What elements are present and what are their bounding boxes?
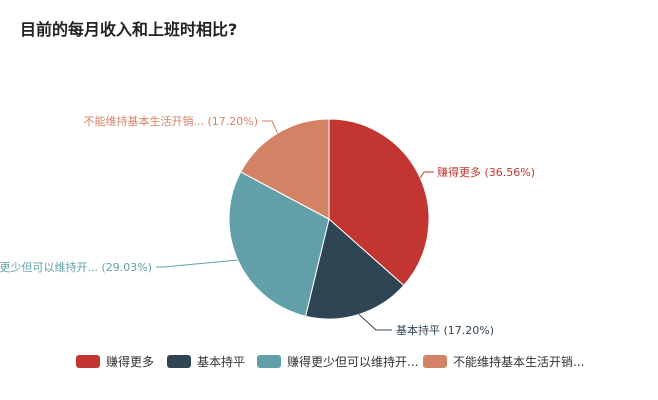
- pie-slices: [228, 118, 430, 320]
- legend-item[interactable]: 基本持平: [167, 354, 245, 369]
- legend-label: 赚得更多: [106, 354, 154, 369]
- pie-slice[interactable]: [304, 218, 405, 320]
- legend-label: 不能维持基本生活开销...: [453, 354, 584, 369]
- pie-slice[interactable]: [328, 118, 430, 287]
- legend-swatch: [423, 355, 447, 368]
- legend-label: 基本持平: [197, 354, 245, 369]
- legend-label: 赚得更少但可以维持开...: [287, 354, 418, 369]
- pie-labels: 赚得更多 (36.56%) 基本持平 (17.20%) 赚得更少但可以维持开... …: [0, 114, 535, 337]
- label-leader-line: [156, 259, 238, 268]
- legend-item[interactable]: 赚得更少但可以维持开...: [257, 354, 418, 369]
- slice-label: 赚得更少但可以维持开... (29.03%): [0, 260, 152, 274]
- label-leader-line: [419, 171, 434, 179]
- chart-title: 目前的每月收入和上班时相比?: [20, 20, 238, 39]
- legend-swatch: [76, 355, 100, 368]
- label-leader-line: [358, 314, 392, 331]
- slice-label: 不能维持基本生活开销... (17.20%): [83, 114, 258, 128]
- slice-label: 基本持平 (17.20%): [396, 323, 494, 337]
- legend-swatch: [257, 355, 281, 368]
- label-leader-line: [262, 120, 279, 134]
- legend-item[interactable]: 赚得更多: [76, 354, 154, 369]
- pie-slice[interactable]: [240, 118, 330, 220]
- slice-label: 赚得更多 (36.56%): [437, 165, 535, 179]
- legend: 赚得更多 基本持平 赚得更少但可以维持开... 不能维持基本生活开销...: [76, 354, 584, 369]
- legend-swatch: [167, 355, 191, 368]
- legend-item[interactable]: 不能维持基本生活开销...: [423, 354, 584, 369]
